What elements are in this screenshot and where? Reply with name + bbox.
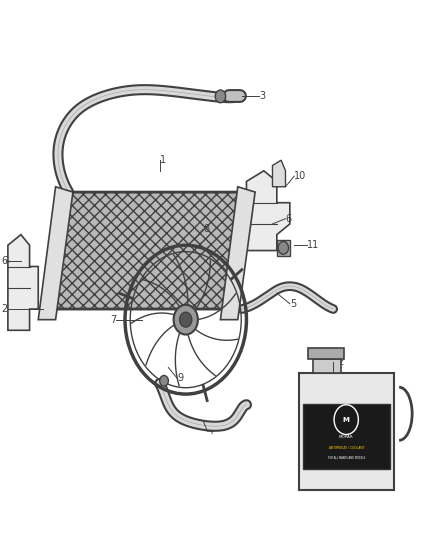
Text: 9: 9 — [177, 373, 183, 383]
Bar — [303, 405, 389, 469]
Text: 10: 10 — [294, 171, 307, 181]
Circle shape — [180, 312, 192, 327]
Text: 2: 2 — [2, 304, 8, 314]
Bar — [313, 359, 342, 373]
Bar — [308, 348, 344, 359]
Polygon shape — [220, 187, 255, 320]
Text: 6: 6 — [286, 214, 292, 224]
Polygon shape — [247, 171, 290, 251]
Polygon shape — [8, 235, 38, 330]
Text: 3: 3 — [259, 91, 265, 101]
Circle shape — [173, 305, 198, 335]
Text: M: M — [343, 417, 350, 423]
Polygon shape — [299, 373, 394, 490]
Circle shape — [215, 90, 226, 103]
Polygon shape — [47, 192, 247, 309]
Text: MOPAR: MOPAR — [339, 435, 353, 439]
Polygon shape — [272, 160, 286, 187]
Circle shape — [334, 405, 358, 434]
Text: 12: 12 — [333, 357, 346, 367]
Text: FOR ALL MAKES AND MODELS: FOR ALL MAKES AND MODELS — [328, 456, 365, 460]
Circle shape — [278, 241, 289, 254]
Text: 11: 11 — [307, 240, 319, 250]
Polygon shape — [38, 187, 73, 320]
Text: 1: 1 — [160, 155, 166, 165]
Text: 5: 5 — [290, 298, 296, 309]
Text: 8: 8 — [203, 224, 209, 235]
Text: 7: 7 — [110, 314, 117, 325]
Text: 4: 4 — [208, 426, 214, 437]
Polygon shape — [277, 240, 290, 256]
Text: ANTIFREEZE / COOLANT: ANTIFREEZE / COOLANT — [328, 446, 364, 450]
Circle shape — [160, 375, 168, 386]
Text: 6: 6 — [2, 256, 8, 266]
